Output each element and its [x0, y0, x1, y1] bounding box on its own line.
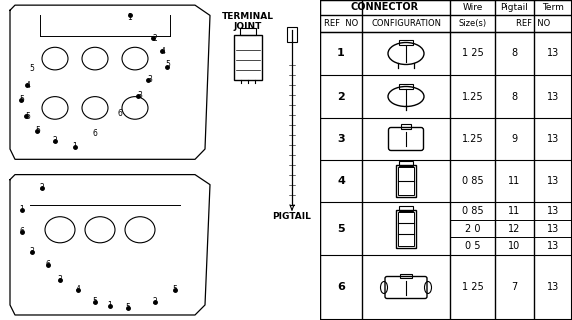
Text: 2: 2 — [39, 183, 45, 192]
Text: 5: 5 — [126, 303, 130, 312]
Text: 5: 5 — [93, 298, 97, 307]
Text: 5: 5 — [337, 223, 345, 234]
Text: 1: 1 — [337, 49, 345, 59]
Text: 1 25: 1 25 — [462, 49, 483, 59]
Bar — [234, 35, 262, 80]
Bar — [398, 212, 414, 245]
Bar — [399, 161, 413, 166]
Bar — [400, 274, 412, 277]
Text: 2 0: 2 0 — [464, 223, 480, 234]
Text: 5: 5 — [173, 285, 177, 294]
Text: 5: 5 — [35, 126, 41, 135]
Text: 3: 3 — [58, 276, 62, 284]
Text: 4: 4 — [76, 285, 81, 294]
Text: 0 85: 0 85 — [462, 206, 483, 216]
Text: 13: 13 — [547, 176, 559, 186]
Text: 11: 11 — [509, 206, 521, 216]
Text: 4: 4 — [26, 81, 30, 90]
Text: 7: 7 — [511, 283, 518, 292]
Bar — [401, 124, 411, 129]
Text: 6: 6 — [337, 283, 345, 292]
Text: 2: 2 — [337, 92, 345, 101]
Text: 6: 6 — [19, 227, 25, 236]
Text: 0 5: 0 5 — [464, 241, 480, 251]
Text: 6: 6 — [93, 129, 97, 138]
Text: 1.25: 1.25 — [462, 134, 483, 144]
Bar — [240, 28, 256, 35]
Bar — [399, 205, 413, 211]
Text: 1.25: 1.25 — [462, 92, 483, 101]
Text: Pigtail: Pigtail — [500, 3, 529, 12]
Text: 10: 10 — [509, 241, 521, 251]
Text: 13: 13 — [547, 92, 559, 101]
Text: 3: 3 — [137, 91, 142, 100]
Text: 2: 2 — [53, 136, 57, 145]
Text: 4: 4 — [161, 47, 165, 56]
Text: 5: 5 — [26, 112, 30, 121]
Text: PIGTAIL: PIGTAIL — [273, 212, 311, 221]
Text: 1 25: 1 25 — [462, 283, 483, 292]
Text: 3: 3 — [337, 134, 345, 144]
Text: Wire: Wire — [462, 3, 483, 12]
Text: REF  NO: REF NO — [517, 19, 551, 28]
Bar — [396, 165, 416, 197]
Text: 1: 1 — [19, 205, 25, 214]
Text: 6: 6 — [118, 108, 122, 117]
Text: 1: 1 — [128, 13, 132, 22]
Bar — [396, 210, 416, 247]
Text: 4: 4 — [337, 176, 345, 186]
Text: 1: 1 — [73, 142, 77, 151]
Text: 5: 5 — [30, 64, 34, 73]
Text: 5: 5 — [19, 95, 25, 104]
Text: 13: 13 — [547, 241, 559, 251]
Text: 5: 5 — [165, 60, 170, 69]
Text: 1: 1 — [108, 301, 112, 310]
Text: JOINT: JOINT — [234, 22, 262, 31]
Text: 8: 8 — [511, 92, 518, 101]
Text: 13: 13 — [547, 49, 559, 59]
Text: TERMINAL: TERMINAL — [222, 12, 274, 21]
Text: 13: 13 — [547, 134, 559, 144]
Text: REF  NO: REF NO — [324, 19, 358, 28]
Text: 0 85: 0 85 — [462, 176, 483, 186]
Text: 8: 8 — [511, 49, 518, 59]
Text: 11: 11 — [509, 176, 521, 186]
Text: 9: 9 — [511, 134, 518, 144]
Text: 3: 3 — [148, 75, 152, 84]
Text: 13: 13 — [547, 223, 559, 234]
Text: 2: 2 — [153, 34, 157, 43]
Text: 13: 13 — [547, 206, 559, 216]
Bar — [399, 39, 413, 44]
Bar — [287, 27, 297, 42]
Text: CONFIGURATION: CONFIGURATION — [371, 19, 441, 28]
Text: 3: 3 — [30, 247, 34, 256]
Text: Size(s): Size(s) — [458, 19, 487, 28]
Text: Term: Term — [542, 3, 564, 12]
Text: 13: 13 — [547, 283, 559, 292]
Bar — [398, 167, 414, 195]
Text: 2: 2 — [153, 298, 157, 307]
Bar — [399, 84, 413, 89]
Text: 6: 6 — [46, 260, 50, 269]
Text: CONNECTOR: CONNECTOR — [351, 3, 419, 12]
Text: 12: 12 — [509, 223, 521, 234]
